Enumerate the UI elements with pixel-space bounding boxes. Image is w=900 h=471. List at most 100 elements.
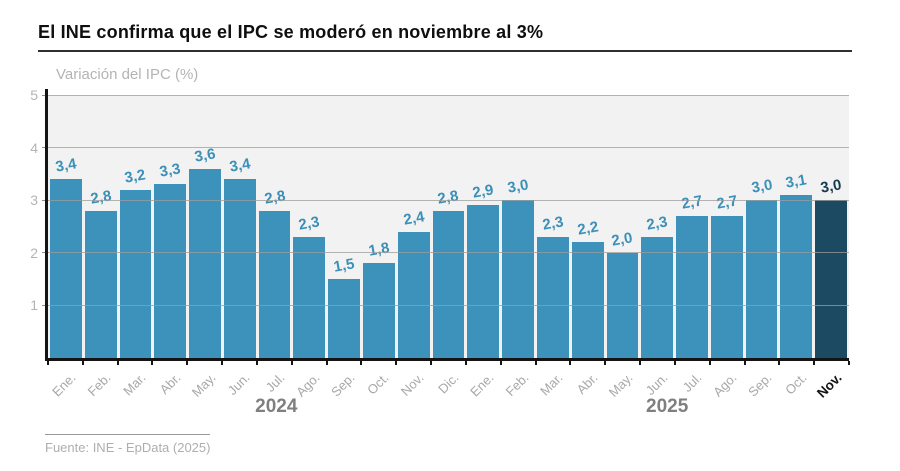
bar-value-label: 2,0	[610, 229, 635, 250]
x-tick-label: Abr.	[156, 370, 184, 397]
x-tick-mark	[673, 361, 676, 365]
bar	[223, 179, 256, 358]
bar-slot: 2,8 Jul.	[258, 95, 291, 395]
bar-value-label: 3,1	[784, 171, 809, 192]
bar-slot: 1,5 Sep.	[328, 95, 361, 400]
gridline-4	[48, 147, 849, 149]
bar-slot: 1,8 Oct.	[363, 95, 395, 397]
x-tick-label: Jun.	[224, 370, 253, 398]
bar-slot: 3,0 Nov.	[814, 95, 847, 401]
bar	[154, 184, 187, 358]
bar-slot: 2,8 Feb.	[84, 95, 117, 399]
bar-value-label: 2,7	[714, 192, 739, 213]
x-tick-mark	[569, 361, 572, 365]
bar-slot: 3,4 Jun.	[223, 95, 256, 398]
bar-value-label: 1,8	[367, 239, 391, 261]
bar-value-label: 1,5	[332, 255, 356, 276]
x-tick-label: Nov.	[813, 370, 845, 401]
x-tick-label: Ene.	[49, 370, 80, 400]
x-tick-mark	[778, 361, 781, 365]
bar	[571, 242, 604, 358]
x-tick-label: Oct.	[364, 370, 393, 398]
x-tick-mark	[81, 361, 84, 365]
x-tick-label: Jun.	[642, 370, 671, 398]
bar-slot: 3,6 May.	[188, 95, 221, 400]
bar	[502, 200, 534, 358]
bar-slot: 2,2 Abr.	[571, 95, 604, 397]
x-tick-mark	[116, 361, 119, 365]
bar	[363, 263, 395, 358]
x-tick-mark	[430, 361, 433, 365]
x-tick-label: Mar.	[120, 370, 149, 399]
bar-value-label: 2,3	[645, 213, 669, 234]
gridline-1	[48, 304, 849, 306]
x-tick-mark	[604, 361, 607, 365]
bar-slot: 2,3 Jun.	[641, 95, 674, 398]
bar-slot: 3,0 Feb.	[502, 95, 534, 399]
bar	[641, 237, 674, 358]
x-tick-label: Mar.	[537, 370, 566, 399]
x-tick-label: Feb.	[84, 370, 114, 400]
bar-value-label: 2,8	[88, 187, 113, 208]
x-tick-label: Dic.	[435, 370, 462, 397]
bar	[432, 210, 465, 358]
y-tick-label-3: 3	[30, 192, 38, 209]
x-tick-mark	[708, 361, 711, 365]
bar-slot: 3,2 Mar.	[119, 95, 152, 398]
bar	[293, 237, 326, 358]
chart-title: El INE confirma que el IPC se moderó en …	[38, 22, 544, 42]
x-tick-label: Jul.	[680, 370, 706, 395]
bar-value-label: 3,2	[123, 166, 148, 187]
bar	[84, 210, 117, 358]
x-tick-mark	[464, 361, 467, 365]
source-divider	[45, 434, 210, 435]
bar	[710, 215, 743, 358]
bar-slot: 2,9 Ene.	[467, 95, 500, 400]
x-axis-line	[45, 358, 849, 361]
plot-area: 3,4 Ene. 2,8 Feb. 3,2 Mar. 3,3 Abr. 3,6 May. 3,4 Ju…	[30, 87, 850, 401]
bar	[780, 194, 813, 358]
x-tick-mark	[47, 361, 49, 365]
bar	[189, 168, 221, 358]
bar-slot: 2,3 Ago.	[293, 95, 326, 400]
x-tick-label: Sep.	[745, 370, 775, 400]
bar	[745, 200, 778, 358]
bar-value-label: 3,4	[228, 155, 252, 176]
x-tick-label: Sep.	[327, 370, 358, 400]
bar	[397, 231, 430, 358]
bar-slot: 3,0 Sep.	[745, 95, 778, 400]
bar-slot: 2,7 Jul.	[676, 95, 708, 395]
x-tick-mark	[395, 361, 398, 365]
bar-slot: 3,1 Oct.	[780, 95, 813, 397]
gridline-5	[48, 94, 849, 96]
y-tick-label-4: 4	[30, 139, 38, 156]
x-tick-mark	[848, 361, 850, 365]
bar-slot: 2,8 Dic.	[432, 95, 465, 396]
x-tick-mark	[534, 361, 537, 365]
gridline-3	[48, 199, 849, 201]
bar-value-label: 3,3	[158, 160, 182, 182]
bar	[676, 215, 708, 358]
bar-series: 3,4 Ene. 2,8 Feb. 3,2 Mar. 3,3 Abr. 3,6 May. 3,4 Ju…	[50, 95, 847, 401]
x-tick-mark	[290, 361, 293, 365]
year-label-2025: 2025	[646, 396, 689, 417]
x-tick-label: Abr.	[573, 370, 601, 397]
bar-value-label: 3,0	[749, 176, 774, 197]
bar-value-label: 2,8	[436, 187, 461, 208]
bar-value-label: 2,3	[297, 213, 322, 234]
bar-value-label: 3,4	[54, 155, 78, 176]
bar-highlighted	[815, 200, 847, 358]
x-tick-mark	[743, 361, 746, 365]
bar-value-label: 3,0	[819, 176, 843, 197]
bar-value-label: 2,8	[262, 187, 287, 208]
x-tick-label: Nov.	[398, 370, 427, 399]
y-axis-title: Variación del IPC (%)	[56, 66, 199, 83]
bar	[119, 189, 152, 358]
bar-value-label: 2,4	[401, 208, 426, 229]
x-tick-mark	[221, 361, 224, 365]
year-label-2024: 2024	[255, 396, 298, 417]
x-tick-label: May.	[605, 370, 636, 400]
bar-slot: 2,7 Ago.	[710, 95, 743, 400]
gridline-2	[48, 252, 849, 254]
